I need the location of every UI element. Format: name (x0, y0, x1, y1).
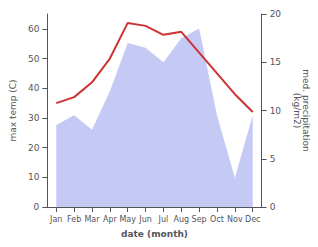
svg-text:15: 15 (270, 57, 281, 67)
svg-text:Mar: Mar (84, 215, 100, 224)
svg-text:May: May (119, 215, 136, 224)
svg-text:Jan: Jan (49, 215, 62, 224)
svg-text:10: 10 (270, 106, 282, 116)
svg-text:Sep: Sep (192, 215, 207, 224)
svg-text:30: 30 (28, 113, 40, 123)
svg-text:Apr: Apr (103, 215, 118, 224)
svg-text:20: 20 (28, 143, 40, 153)
svg-text:med. precipitation: med. precipitation (300, 69, 311, 152)
svg-text:0: 0 (270, 202, 276, 212)
svg-text:40: 40 (28, 83, 40, 93)
svg-text:Jun: Jun (138, 215, 152, 224)
svg-text:date (month): date (month) (121, 229, 188, 239)
svg-text:5: 5 (270, 154, 276, 164)
svg-text:Dec: Dec (245, 215, 260, 224)
svg-text:Feb: Feb (67, 215, 81, 224)
svg-text:Nov: Nov (227, 215, 243, 224)
svg-text:max temp (C): max temp (C) (8, 79, 18, 141)
svg-text:Oct: Oct (210, 215, 224, 224)
svg-text:10: 10 (28, 172, 40, 182)
svg-text:Aug: Aug (173, 215, 189, 224)
svg-text:Jul: Jul (158, 215, 169, 224)
svg-text:0: 0 (34, 202, 40, 212)
svg-text:20: 20 (270, 9, 282, 19)
svg-text:60: 60 (28, 24, 40, 34)
svg-text:(kg/m2): (kg/m2) (292, 93, 302, 128)
svg-text:50: 50 (28, 54, 40, 64)
